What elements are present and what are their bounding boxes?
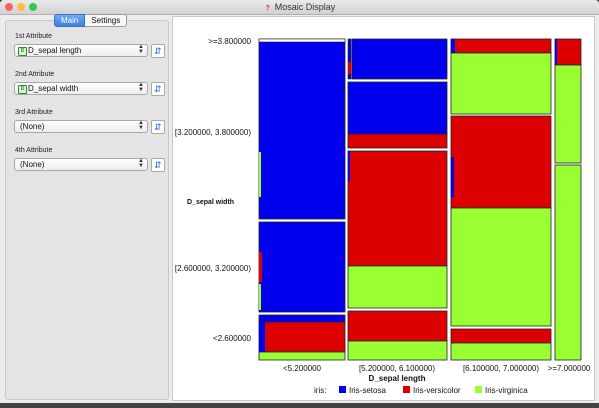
mosaic-plot: >=3.800000 [3.200000, 3.800000) D_sepal … xyxy=(175,37,591,395)
mosaic-canvas[interactable]: >=3.800000 [3.200000, 3.800000) D_sepal … xyxy=(172,16,595,401)
tile-virginica[interactable] xyxy=(554,164,582,361)
attribute-3-sort-button[interactable]: ⇵ xyxy=(151,120,165,134)
tab-settings[interactable]: Settings xyxy=(85,14,128,27)
sort-arrows-icon: ⇵ xyxy=(154,122,162,132)
close-window-button[interactable] xyxy=(5,3,13,11)
tile-versicolor[interactable] xyxy=(450,115,552,209)
control-panel: Main Settings 1st Attribute D D_sepal le… xyxy=(5,14,169,400)
window-controls xyxy=(5,3,37,11)
attribute-3-select[interactable]: (None) ▲ ▼ xyxy=(14,120,148,133)
mosaic-column-3 xyxy=(450,38,552,361)
attribute-4-sort-button[interactable]: ⇵ xyxy=(151,158,165,172)
attribute-2-label: 2nd Attribute xyxy=(15,71,55,78)
x-tick-label: >=7.000000 xyxy=(548,364,591,373)
tile-setosa[interactable] xyxy=(347,81,448,135)
select-arrows-icon: ▲ ▼ xyxy=(138,82,144,93)
tile-virginica[interactable] xyxy=(347,265,448,309)
tile-divider xyxy=(258,38,346,43)
legend-label-versicolor: Iris-versicolor xyxy=(413,386,461,395)
tile-versicolor[interactable] xyxy=(347,310,448,342)
tile-versicolor[interactable] xyxy=(554,38,582,66)
attribute-4-select[interactable]: (None) ▲ ▼ xyxy=(14,158,148,171)
sort-arrows-icon: ⇵ xyxy=(154,84,162,94)
tile-versicolor-sliver xyxy=(259,252,262,282)
x-tick-label: [5.200000, 6.100000) xyxy=(359,364,435,373)
window-title: ? Mosaic Display xyxy=(265,2,336,12)
legend-swatch-versicolor xyxy=(403,386,410,393)
tile-virginica-sliver xyxy=(259,152,261,197)
discrete-attribute-icon: D xyxy=(18,47,27,56)
tile-setosa-sliver xyxy=(555,39,557,65)
mosaic-column-1 xyxy=(258,38,346,361)
tile-versicolor[interactable] xyxy=(258,321,346,353)
attribute-1-sort-button[interactable]: ⇵ xyxy=(151,44,165,58)
desktop-background xyxy=(0,403,599,408)
tile-versicolor-sliver xyxy=(348,62,351,74)
tile-setosa[interactable] xyxy=(258,221,346,313)
select-arrows-icon: ▲ ▼ xyxy=(138,44,144,55)
x-axis-title: D_sepal length xyxy=(369,374,426,383)
tile-setosa[interactable] xyxy=(351,38,448,80)
tile-setosa-sliver xyxy=(451,39,455,53)
discrete-attribute-icon: D xyxy=(18,85,27,94)
tile-virginica[interactable] xyxy=(450,342,552,361)
tile-setosa-sliver xyxy=(451,157,454,197)
sort-arrows-icon: ⇵ xyxy=(154,160,162,170)
mosaic-column-4 xyxy=(554,38,582,361)
attribute-3-label: 3rd Attribute xyxy=(15,109,53,116)
attribute-2-select[interactable]: D D_sepal width ▲ ▼ xyxy=(14,82,148,95)
tile-virginica[interactable] xyxy=(258,351,346,361)
tile-virginica[interactable] xyxy=(450,207,552,327)
legend-label-setosa: Iris-setosa xyxy=(349,386,386,395)
attribute-2-sort-button[interactable]: ⇵ xyxy=(151,82,165,96)
legend-swatch-setosa xyxy=(339,386,346,393)
tile-versicolor[interactable] xyxy=(450,328,552,344)
legend-swatch-virginica xyxy=(475,386,482,393)
x-tick-label: <5.200000 xyxy=(283,364,322,373)
tile-virginica[interactable] xyxy=(347,340,448,361)
legend: iris: Iris-setosa Iris-versicolor Iris-v… xyxy=(314,386,528,395)
select-arrows-icon: ▲ ▼ xyxy=(138,158,144,169)
attribute-1-label: 1st Attribute xyxy=(15,33,52,40)
attribute-4-label: 4th Attribute xyxy=(15,147,53,154)
attribute-1-select[interactable]: D D_sepal length ▲ ▼ xyxy=(14,44,148,57)
y-tick-label: [3.200000, 3.800000) xyxy=(175,128,251,137)
app-icon: ? xyxy=(265,5,270,12)
legend-title: iris: xyxy=(314,386,326,395)
tile-setosa-sliver xyxy=(347,38,352,80)
y-tick-label: [2.600000, 3.200000) xyxy=(175,264,251,273)
mosaic-column-2 xyxy=(347,38,448,361)
select-arrows-icon: ▲ ▼ xyxy=(138,120,144,131)
y-tick-label: >=3.800000 xyxy=(208,37,251,46)
tile-virginica[interactable] xyxy=(450,52,552,115)
tab-main[interactable]: Main xyxy=(54,14,86,27)
tile-setosa-sliver xyxy=(348,151,350,181)
tile-setosa-sliver xyxy=(259,322,265,352)
legend-label-virginica: Iris-virginica xyxy=(485,386,528,395)
minimize-window-button[interactable] xyxy=(17,3,25,11)
sort-arrows-icon: ⇵ xyxy=(154,46,162,56)
tile-setosa[interactable] xyxy=(258,314,346,323)
y-axis-title: D_sepal width xyxy=(187,199,234,206)
tile-virginica[interactable] xyxy=(554,64,582,164)
tile-versicolor[interactable] xyxy=(347,150,448,267)
zoom-window-button[interactable] xyxy=(29,3,37,11)
title-bar: ? Mosaic Display xyxy=(0,0,599,15)
tile-versicolor[interactable] xyxy=(347,133,448,149)
tile-setosa[interactable] xyxy=(258,38,346,220)
tile-versicolor[interactable] xyxy=(450,38,552,54)
tile-virginica-sliver xyxy=(259,284,261,310)
x-tick-label: [6.100000, 7.000000) xyxy=(463,364,539,373)
tab-bar: Main Settings xyxy=(54,14,128,27)
y-tick-label: <2.600000 xyxy=(213,334,252,343)
